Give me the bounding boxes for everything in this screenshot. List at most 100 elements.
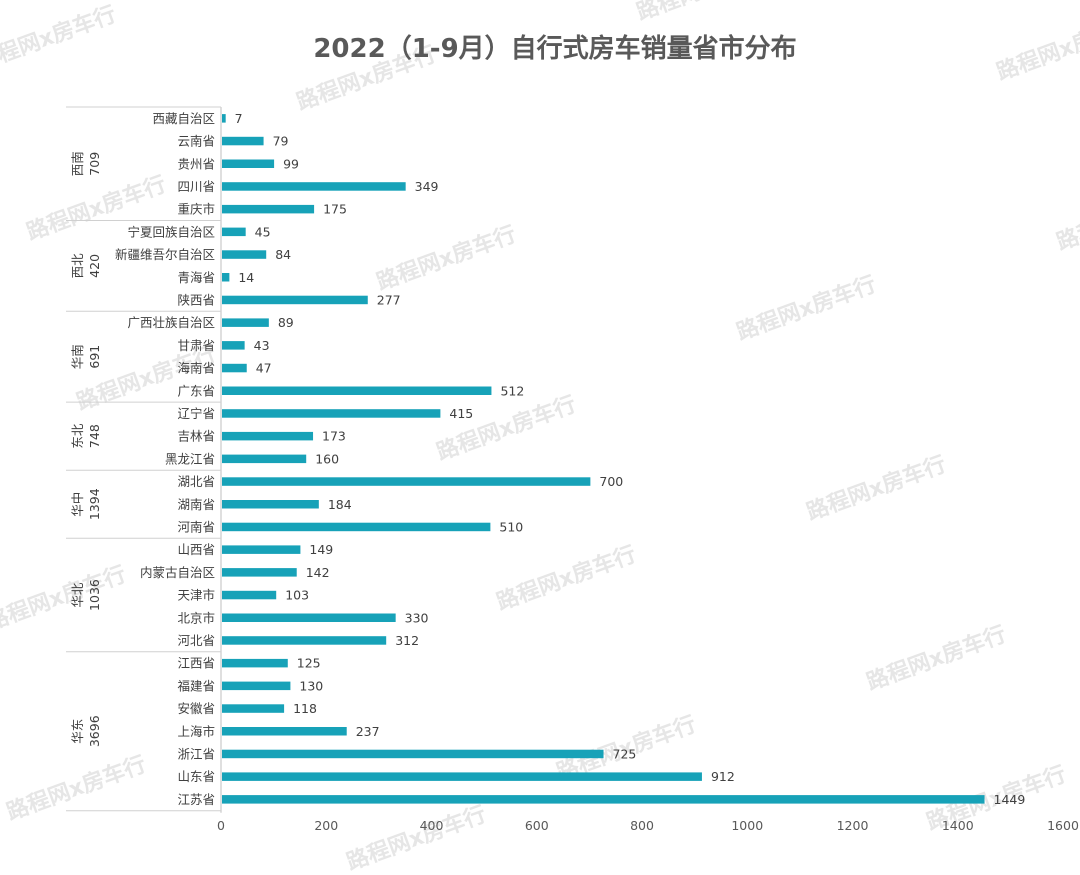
data-label: 99 [283,156,299,171]
category-label: 贵州省 [177,156,215,171]
group-name-label: 西北 [70,253,85,279]
group-total-label: 709 [87,152,102,176]
bar [222,590,277,600]
bar [222,409,441,418]
category-label: 西藏自治区 [152,111,215,126]
category-label: 甘肃省 [177,338,215,353]
group-name-label: 东北 [70,423,85,449]
group-total-label: 1036 [87,579,102,611]
bar [222,318,269,327]
group-total-label: 1394 [87,488,102,520]
watermark-text: 路程网x房车行 [633,0,779,26]
bar [222,545,301,554]
category-label: 天津市 [177,588,215,603]
bar [222,500,319,509]
watermark-text: 路程网x房车行 [0,561,129,635]
category-label: 重庆市 [177,202,215,217]
x-tick-label: 1200 [837,818,869,833]
group-name-label: 华东 [70,719,85,744]
data-label: 312 [395,633,419,648]
category-label: 四川省 [177,179,215,194]
data-label: 160 [315,451,339,466]
bar [222,681,291,691]
data-label: 330 [405,610,429,625]
data-label: 184 [328,497,352,512]
bar [222,386,492,395]
x-tick-label: 0 [217,818,225,833]
chart-axes: 西南 709 西北 420 华南 691 东北 748 华中 1394 华北 1036 华东 3696 0 2… [66,106,1079,833]
x-tick-label: 1600 [1047,818,1079,833]
data-label: 912 [711,769,735,784]
bar [222,114,226,123]
category-label: 湖北省 [177,474,215,489]
bar [222,772,702,781]
group-total-label: 3696 [87,715,102,747]
data-label: 130 [299,678,323,693]
data-label: 84 [275,247,291,262]
category-label: 宁夏回族自治区 [127,224,215,239]
category-label: 新疆维吾尔自治区 [115,247,215,262]
data-label: 725 [613,746,637,761]
bar [222,522,491,532]
watermark-text: 路程网x房车行 [373,221,519,295]
bar [222,136,264,146]
bar [222,363,247,373]
bar [222,204,315,214]
x-tick-label: 600 [525,818,549,833]
category-label: 山东省 [177,769,215,784]
group-name-label: 华中 [70,492,85,517]
category-label: 福建省 [177,678,215,693]
group-total-label: 420 [87,254,102,278]
x-tick-label: 200 [314,818,338,833]
bar [222,704,285,713]
category-label: 江苏省 [177,792,215,807]
bar [222,227,246,237]
data-label: 510 [499,519,523,534]
category-label: 海南省 [177,361,215,376]
category-label: 山西省 [177,542,215,557]
data-label: 142 [306,565,330,580]
data-label: 79 [273,134,289,149]
x-tick-label: 1400 [942,818,974,833]
category-label: 吉林省 [177,429,215,444]
bar [222,273,230,282]
chart-title: 2022（1-9月）自行式房车销量省市分布 [313,34,797,64]
data-label: 349 [415,179,439,194]
bar [222,749,604,759]
data-label: 237 [356,724,380,739]
category-label: 黑龙江省 [165,451,215,466]
category-label: 北京市 [177,610,215,625]
group-name-label: 西南 [70,151,85,176]
data-label: 7 [235,111,243,126]
category-label: 青海省 [177,270,215,285]
category-label: 浙江省 [177,746,215,761]
watermark-text: 路程网x房车行 [493,541,639,615]
x-tick-label: 1000 [731,818,763,833]
bar [222,477,591,486]
bar [222,795,985,804]
category-label: 安徽省 [177,701,215,716]
bar [222,454,307,464]
data-label: 47 [256,361,272,376]
x-tick-label: 800 [630,818,654,833]
data-label: 43 [254,338,270,353]
data-label: 1449 [994,792,1026,807]
watermark-text: 路程网x房车行 [803,451,949,525]
group-name-label: 华北 [70,582,85,608]
data-label: 89 [278,315,294,330]
category-label: 河南省 [177,519,215,534]
data-label: 415 [449,406,473,421]
watermark-text: 路程网x房车行 [863,621,1009,695]
watermark-text: 路程网x房车行 [1053,181,1080,255]
data-label: 277 [377,292,401,307]
bar [222,182,406,191]
bar [222,636,387,645]
category-label: 陕西省 [177,292,215,307]
watermark-text: 路程网x房车行 [343,801,489,875]
bar [222,250,267,259]
data-label: 512 [500,383,524,398]
bar [222,613,396,622]
category-label: 广西壮族自治区 [127,315,215,330]
